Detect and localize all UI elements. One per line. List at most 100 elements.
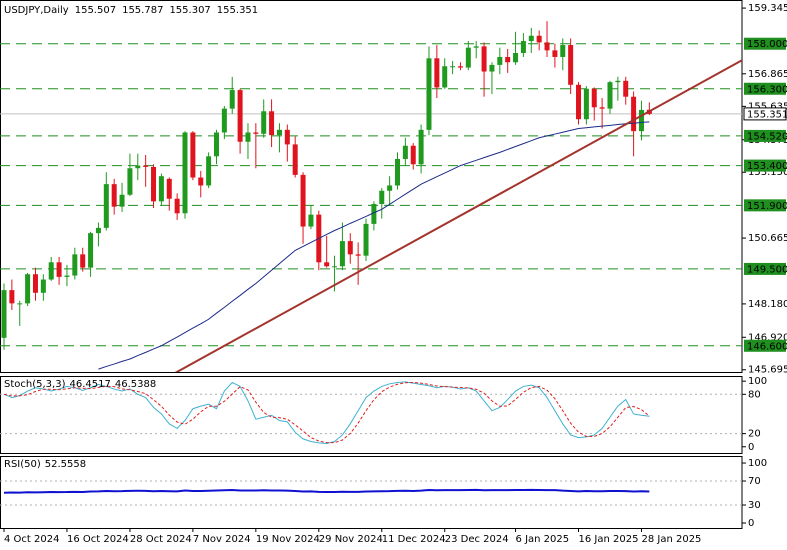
indicator-value: 46.5388 — [115, 379, 156, 390]
panel-plot — [0, 381, 742, 444]
level-label: 153.400 — [747, 161, 787, 172]
level-label: 151.900 — [747, 201, 787, 212]
title-high: 155.787 — [122, 5, 163, 16]
level-label: 154.520 — [747, 131, 787, 142]
candle-body — [473, 46, 479, 48]
level-label-box — [744, 262, 786, 275]
indicator-name: RSI(50) — [4, 459, 41, 470]
candle-body — [536, 35, 542, 43]
candle-body — [410, 145, 416, 165]
y-tick-label: 70 — [748, 476, 761, 487]
indicator-line — [3, 381, 650, 444]
candle-body — [591, 88, 597, 108]
candle-body — [182, 132, 188, 214]
candle-body — [198, 177, 204, 186]
candle-body — [607, 82, 613, 109]
candle-body — [465, 47, 471, 68]
x-tick-label: 19 Nov 2024 — [256, 534, 320, 545]
candle-body — [119, 194, 125, 207]
candle-body — [284, 129, 290, 145]
title-symbol: USDJPY,Daily — [4, 5, 69, 16]
level-label-box — [744, 129, 786, 142]
candle-body — [17, 303, 23, 305]
x-tick-label: 4 Oct 2024 — [4, 534, 59, 545]
candle-body — [1, 290, 7, 338]
candle-body — [497, 56, 503, 65]
candle-body — [127, 168, 133, 195]
candle-body — [269, 111, 275, 136]
trendline — [174, 59, 742, 372]
x-tick-label: 16 Jan 2025 — [579, 534, 639, 545]
candle-body — [371, 204, 377, 224]
y-tick-label: 0 — [748, 442, 754, 453]
level-label: 156.300 — [747, 84, 787, 95]
y-tick-label: 0 — [748, 518, 754, 529]
indicator-name: Stoch(5,3,3) — [4, 379, 66, 390]
level-label-box — [744, 339, 786, 352]
level-label-box — [744, 37, 786, 50]
candle-body — [292, 144, 298, 175]
candle-body — [615, 80, 621, 83]
candle-body — [237, 90, 243, 142]
candle-body — [324, 262, 330, 267]
candle-body — [261, 111, 267, 134]
candle-body — [229, 90, 235, 109]
candle-body — [48, 262, 54, 280]
rsi-panel-frame — [0, 456, 743, 529]
chart-title: USDJPY,Daily 155.507 155.787 155.307 155.351 — [4, 5, 258, 16]
last-price-box — [743, 107, 787, 121]
candle-body — [442, 66, 448, 88]
candle-body — [355, 254, 361, 256]
candle-body — [213, 132, 219, 157]
candle-body — [72, 254, 78, 276]
title-low: 155.307 — [169, 5, 210, 16]
moving-average — [98, 121, 650, 370]
y-tick-label: 155.635 — [748, 101, 787, 112]
last-price-label: 155.351 — [747, 109, 787, 120]
y-tick-label: 156.865 — [748, 69, 787, 80]
candle-body — [206, 156, 212, 186]
y-tick-label: 145.695 — [748, 365, 787, 376]
level-label-box — [744, 199, 786, 212]
candle-body — [166, 178, 172, 199]
indicator-line — [3, 488, 650, 494]
main-panel-frame — [0, 0, 743, 373]
candle-body — [583, 88, 589, 120]
y-tick-label: 80 — [748, 389, 761, 400]
y-tick-label: 150.665 — [748, 233, 787, 244]
x-tick-label: 16 Oct 2024 — [67, 534, 129, 545]
title-close: 155.351 — [217, 5, 258, 16]
candle-body — [221, 108, 227, 133]
title-open: 155.507 — [75, 5, 116, 16]
candle-body — [599, 107, 605, 109]
candle-body — [379, 190, 385, 205]
y-tick-label: 148.180 — [748, 299, 787, 310]
x-tick-label: 23 Dec 2024 — [445, 534, 509, 545]
panel-plot — [0, 21, 742, 372]
candle-body — [638, 109, 644, 132]
candle-body — [631, 96, 637, 132]
x-tick-label: 29 Nov 2024 — [319, 534, 383, 545]
candle-body — [111, 184, 117, 207]
candle-body — [276, 129, 282, 136]
candle-body — [95, 227, 101, 234]
candle-body — [135, 165, 141, 169]
candle-body — [9, 290, 15, 304]
candle-body — [434, 58, 440, 88]
candle-body — [56, 262, 62, 277]
candle-body — [245, 132, 251, 142]
level-label: 149.500 — [747, 264, 787, 275]
x-tick-label: 11 Dec 2024 — [382, 534, 446, 545]
y-tick-label: 100 — [748, 458, 767, 469]
candle-body — [32, 274, 38, 293]
y-tick-label: 159.345 — [748, 3, 787, 14]
candle-body — [576, 84, 582, 120]
level-label-box — [744, 82, 786, 95]
indicator-value: 52.5558 — [45, 459, 86, 470]
candle-body — [520, 41, 526, 53]
candle-body — [308, 214, 314, 227]
candle-body — [339, 241, 345, 267]
x-tick-label: 28 Oct 2024 — [130, 534, 192, 545]
panel-plot — [0, 480, 742, 506]
